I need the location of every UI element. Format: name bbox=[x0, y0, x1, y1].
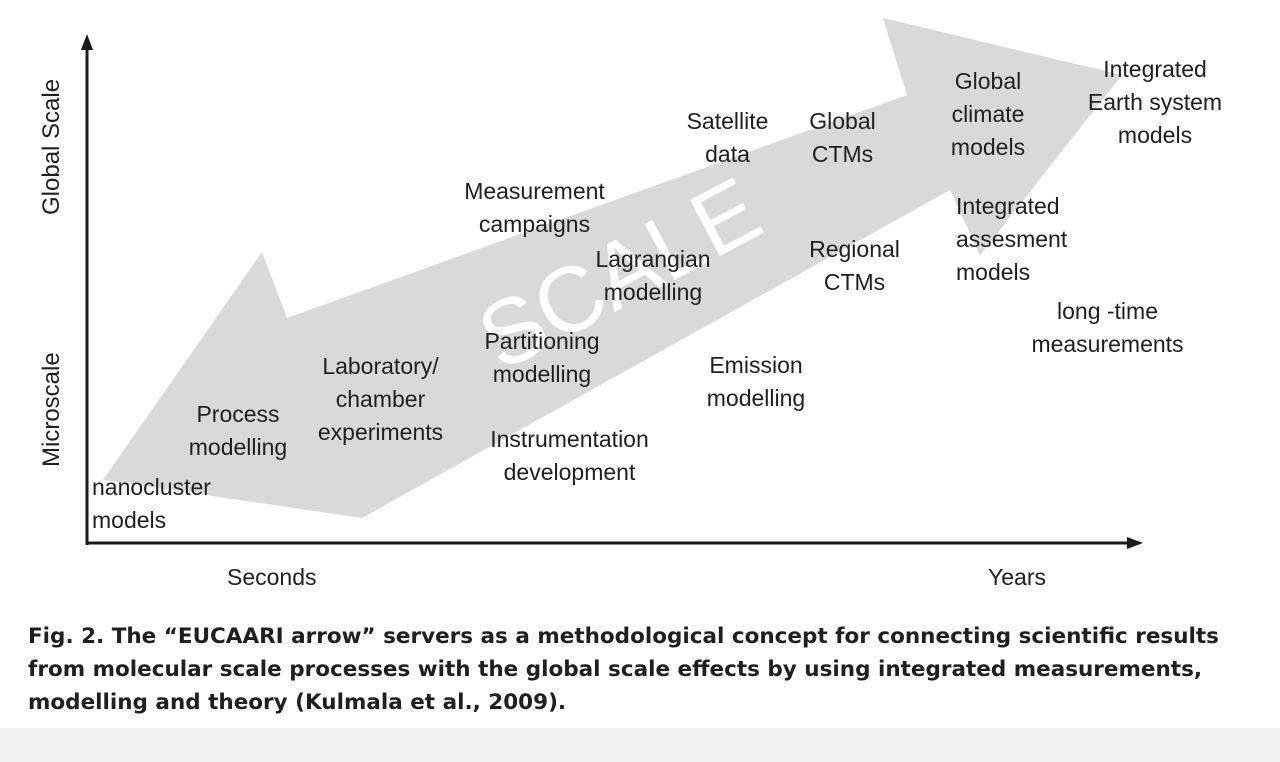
x-axis-right-label: Years bbox=[988, 564, 1046, 590]
figure-caption: Fig. 2. The “EUCAARI arrow” servers as a… bbox=[28, 624, 1219, 715]
label-long-time-measurements: long -time measurements bbox=[1031, 298, 1184, 357]
label-measurement-campaigns: Measurement campaigns bbox=[464, 178, 605, 237]
label-integrated-earth-system-models: Integrated Earth system models bbox=[1087, 56, 1223, 148]
label-integrated-assessment-models: Integrated assesment models bbox=[956, 193, 1068, 285]
label-lagrangian-modelling: Lagrangian modelling bbox=[595, 246, 711, 305]
eucaari-arrow-figure: SCALE Global Scale Microscale Seconds Ye… bbox=[38, 18, 1223, 590]
x-axis-arrowhead bbox=[1127, 537, 1143, 549]
y-axis-top-label: Global Scale bbox=[38, 78, 65, 215]
page-bottom-band bbox=[0, 728, 1280, 762]
label-partitioning-modelling: Partitioning modelling bbox=[484, 328, 600, 387]
label-nanocluster-models: nanocluster models bbox=[92, 474, 211, 533]
label-global-ctms: Global CTMs bbox=[809, 108, 876, 167]
y-axis-arrowhead bbox=[81, 34, 93, 50]
diagram-canvas: SCALE bbox=[81, 18, 1143, 549]
scale-double-arrow bbox=[103, 18, 1122, 518]
y-axis-bottom-label: Microscale bbox=[38, 352, 65, 467]
label-global-climate-models: Global climate models bbox=[950, 68, 1026, 160]
label-process-modelling: Process modelling bbox=[188, 401, 288, 460]
label-regional-ctms: Regional CTMs bbox=[809, 236, 900, 295]
label-instrumentation-development: Instrumentation development bbox=[490, 426, 649, 485]
label-laboratory-chamber: Laboratory/ chamber experiments bbox=[317, 353, 444, 445]
label-emission-modelling: Emission modelling bbox=[706, 352, 806, 411]
x-axis-left-label: Seconds bbox=[227, 564, 317, 590]
label-satellite-data: Satellite data bbox=[686, 108, 769, 167]
